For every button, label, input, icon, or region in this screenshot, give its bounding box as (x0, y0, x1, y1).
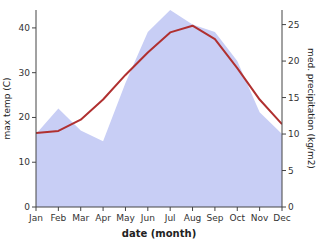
y-tick-label: 30 (19, 68, 31, 78)
y2-tick (282, 170, 286, 171)
x-tick-label: Aug (184, 213, 202, 223)
y2-tick (282, 207, 286, 208)
x-tick-label: Sep (206, 213, 223, 223)
x-tick (259, 207, 260, 211)
x-tick (214, 207, 215, 211)
x-tick-label: Nov (251, 213, 269, 223)
y2-tick (282, 134, 286, 135)
y2-tick-label: 10 (288, 129, 300, 139)
x-label: date (month) (122, 228, 196, 239)
x-tick (103, 207, 104, 211)
x-tick-label: Jul (164, 213, 176, 223)
y2-tick-label: 5 (288, 166, 294, 176)
y2-axis (282, 10, 283, 207)
x-tick (36, 207, 37, 211)
x-tick (80, 207, 81, 211)
y2-tick-label: 25 (288, 20, 299, 30)
y-label: max temp (C) (2, 77, 12, 139)
y-tick (32, 72, 36, 73)
x-tick-label: Apr (95, 213, 111, 223)
y-tick (32, 207, 36, 208)
y2-tick-label: 20 (288, 56, 300, 66)
y-tick-label: 40 (19, 23, 31, 33)
y2-label: med. precipitation (kg/m2) (306, 48, 316, 169)
x-tick-label: May (116, 213, 135, 223)
x-tick-label: Feb (50, 213, 66, 223)
x-tick (125, 207, 126, 211)
x-tick (170, 207, 171, 211)
y-tick-label: 10 (19, 157, 31, 167)
y2-tick (282, 61, 286, 62)
x-axis (36, 207, 282, 208)
y-axis (36, 10, 37, 207)
y-tick (32, 27, 36, 28)
plot-area (36, 10, 282, 207)
y2-tick (282, 24, 286, 25)
x-tick-label: Oct (229, 213, 245, 223)
y2-tick (282, 97, 286, 98)
y2-tick-label: 15 (288, 93, 299, 103)
x-tick (147, 207, 148, 211)
y-tick (32, 117, 36, 118)
y-tick (32, 162, 36, 163)
y2-tick-label: 0 (288, 202, 294, 212)
x-tick-label: Dec (273, 213, 290, 223)
temp-line (36, 26, 282, 133)
x-tick-label: Mar (72, 213, 89, 223)
x-tick (192, 207, 193, 211)
precip-area (36, 10, 282, 207)
x-tick-label: Jun (140, 213, 155, 223)
x-tick (58, 207, 59, 211)
y-tick-label: 20 (19, 112, 31, 122)
x-tick (282, 207, 283, 211)
y-tick-label: 0 (24, 202, 30, 212)
x-tick (237, 207, 238, 211)
chart: 0 10 20 30 40 0 5 10 15 20 25 Jan Feb Mar Apr May Jun Jul… (0, 0, 318, 243)
x-tick-label: Jan (28, 213, 43, 223)
